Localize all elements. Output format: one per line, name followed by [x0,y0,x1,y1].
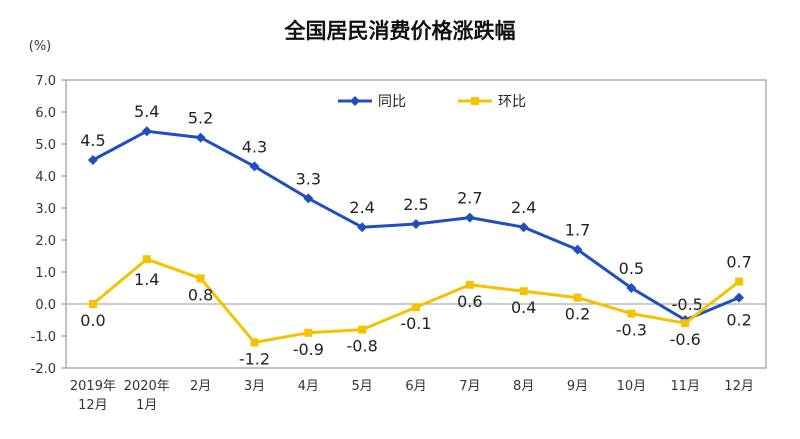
x-tick-label: 2020年 [124,379,170,394]
data-label: -0.3 [616,321,647,340]
data-point-marker [142,255,151,264]
data-label: 1.4 [134,270,159,289]
legend-swatch-marker [350,96,360,106]
x-tick-label: 8月 [513,379,534,394]
data-point-marker [465,280,474,289]
y-tick-label: 1.0 [35,266,56,281]
legend-swatch-marker [471,97,479,105]
x-tick-label: 12月 [724,379,754,394]
data-point-marker [627,309,636,318]
x-tick-label: 9月 [567,379,588,394]
x-tick-label: 5月 [352,379,373,394]
chart-title: 全国居民消费价格涨跌幅 [284,19,516,43]
data-label: 2.4 [349,198,374,217]
data-label: -1.2 [239,349,270,368]
data-label: -0.8 [347,337,378,356]
data-label: 5.2 [188,109,213,128]
data-point-marker [249,161,260,172]
data-point-marker [304,328,313,337]
data-label: 1.7 [565,221,590,240]
data-point-marker [87,155,98,165]
data-label: -0.5 [672,295,703,314]
data-point-marker [303,193,314,204]
x-tick-label: 10月 [617,379,647,394]
data-point-marker [464,212,475,223]
data-label: 0.6 [457,292,482,311]
y-axis: 7.0 6.0 5.0 4.0 3.0 2.0 1.0 0.0 -1.0 -2.0 [31,74,66,377]
y-tick-label: 4.0 [35,170,56,185]
data-point-marker [626,283,637,293]
x-tick-label: 11月 [670,379,700,394]
data-point-marker [141,126,152,137]
x-tick-label: 3月 [244,379,265,394]
data-label: 4.3 [242,137,267,156]
y-tick-label: 6.0 [35,106,56,121]
x-tick-label: 4月 [298,379,319,394]
y-tick-label: 7.0 [35,74,56,89]
data-label: 0.5 [619,259,644,278]
data-label: -0.1 [400,314,431,333]
data-label: 3.3 [296,169,321,188]
legend-label: 同比 [378,94,406,110]
y-tick-label: 3.0 [35,202,56,217]
data-point-marker [735,277,744,286]
data-label: 0.2 [726,311,751,330]
data-label: 2.5 [403,195,428,214]
data-point-marker [518,222,529,233]
x-tick-label: 6月 [405,379,426,394]
data-point-marker [88,300,97,308]
data-point-marker [357,222,368,233]
data-label: -0.9 [293,340,324,359]
data-label: 0.7 [726,253,751,272]
y-tick-label: 0.0 [35,298,56,313]
data-point-marker [734,292,745,303]
data-label: 0.0 [80,311,105,330]
data-point-marker [519,287,528,296]
legend-label: 环比 [498,94,526,110]
data-label: 2.7 [457,189,482,208]
data-point-marker [411,219,421,229]
plot-area [65,79,767,369]
data-labels: 4.5 5.4 5.2 4.3 3.3 2.4 2.5 2.7 2.4 1.7 0.5 -0.5 0.2… [80,102,752,368]
y-tick-label: -2.0 [31,362,56,377]
x-tick-label: 2月 [190,379,211,394]
y-tick-label: -1.0 [31,330,56,345]
data-point-marker [195,132,206,143]
data-point-marker [572,244,583,255]
x-tick-label: 1月 [136,398,157,413]
data-point-marker [412,303,420,312]
data-label: 0.2 [565,305,590,324]
legend: 同比 环比 [338,94,526,110]
x-axis: 2019年 12月 2020年 1月 2月 3月 4月 5月 6月 7月 8月 9月 10月 11月 12月 [70,379,754,413]
data-point-marker [250,338,259,347]
data-point-marker [358,325,367,334]
series-layer [87,126,745,347]
data-point-marker [196,274,205,283]
x-tick-label: 2019年 [70,379,116,394]
data-label: 0.8 [188,285,213,304]
data-label: 0.4 [511,298,536,317]
x-tick-label: 12月 [78,398,108,413]
y-tick-label: 5.0 [35,138,56,153]
data-label: 5.4 [134,102,159,121]
x-tick-label: 7月 [459,379,480,394]
data-label: 4.5 [80,131,105,150]
data-point-marker [573,293,582,302]
y-tick-label: 2.0 [35,234,56,249]
data-point-marker [681,319,690,328]
data-label: 2.4 [511,198,536,217]
y-axis-unit: (%) [29,39,52,54]
data-label: -0.6 [670,330,701,349]
